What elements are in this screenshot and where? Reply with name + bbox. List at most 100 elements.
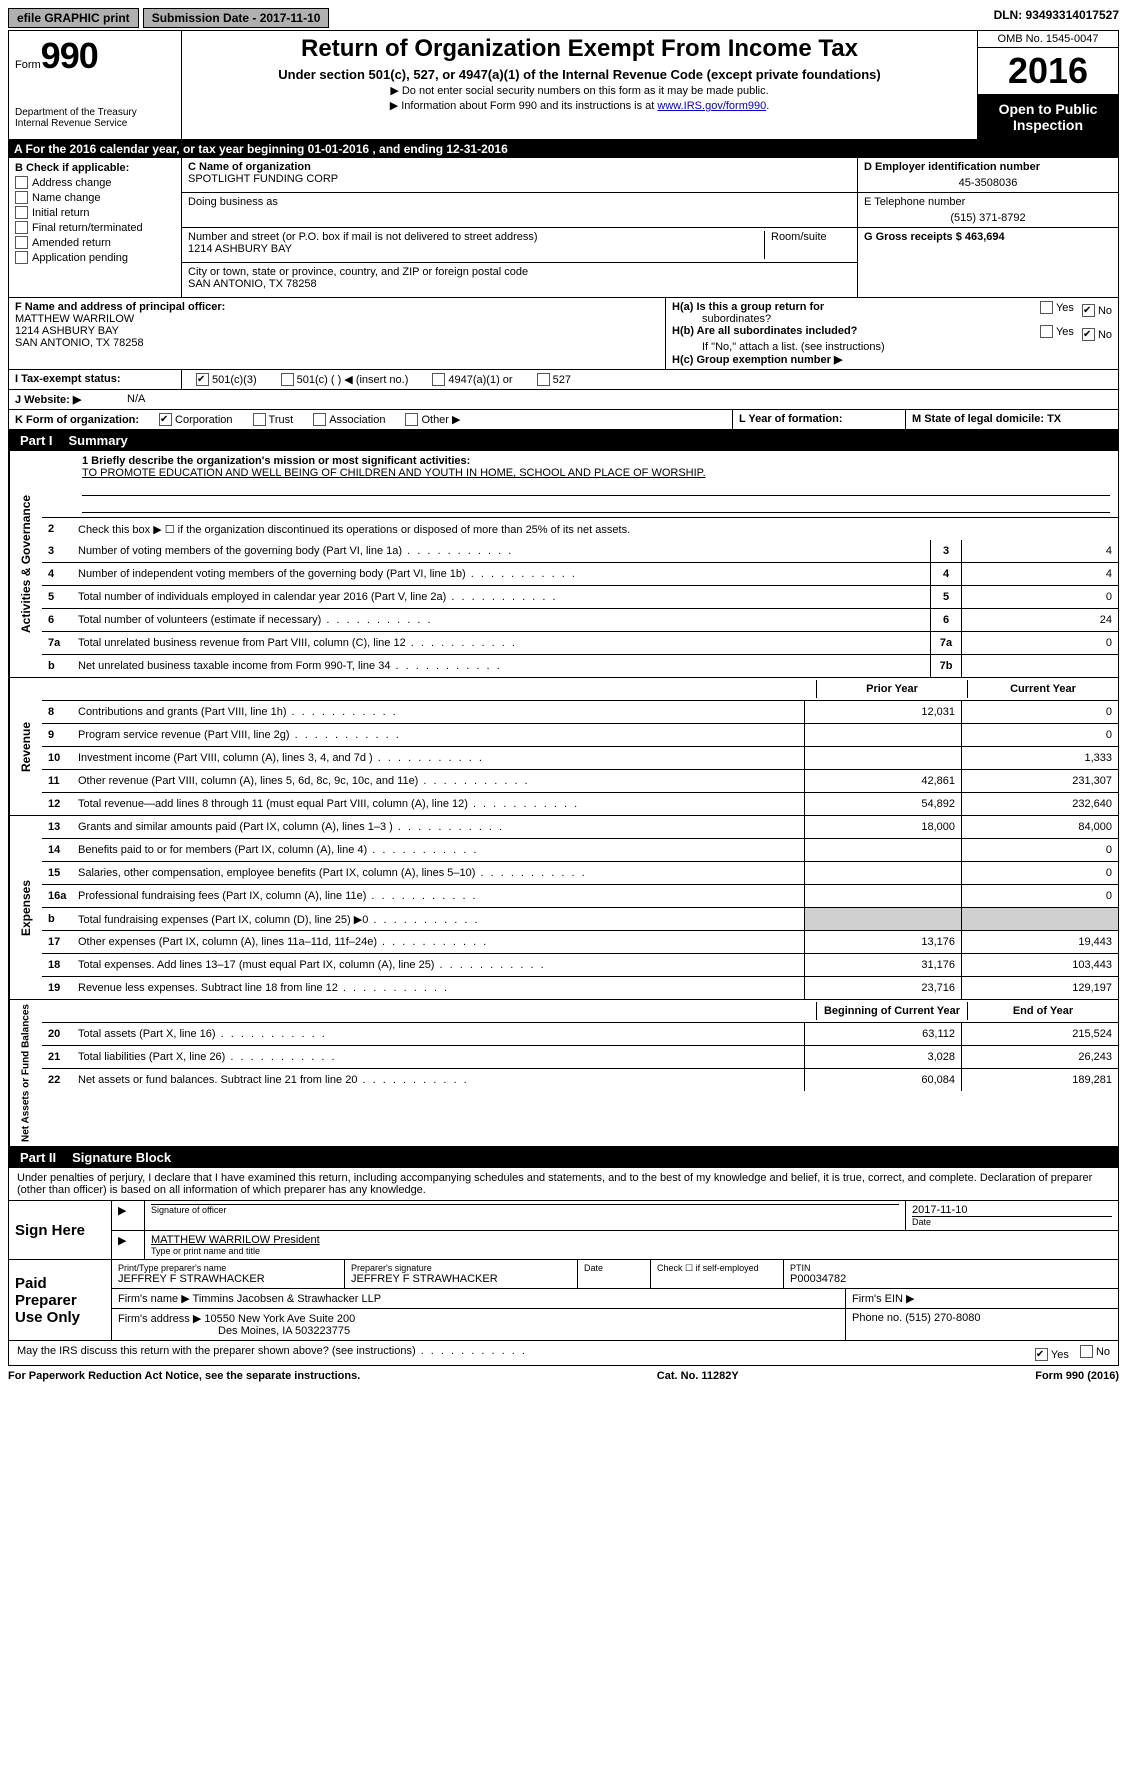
- ha-yes-check[interactable]: [1040, 301, 1053, 314]
- summary-row: 3Number of voting members of the governi…: [42, 540, 1118, 563]
- b-option[interactable]: Final return/terminated: [15, 221, 175, 234]
- ha-label: H(a) Is this a group return for: [672, 301, 824, 313]
- ha-no-check[interactable]: [1082, 304, 1095, 317]
- section-bcd: B Check if applicable: Address changeNam…: [8, 158, 1119, 298]
- form-note-1: ▶ Do not enter social security numbers o…: [192, 84, 967, 97]
- hb-no-check[interactable]: [1082, 328, 1095, 341]
- dept-treasury: Department of the Treasury: [15, 107, 175, 118]
- public-inspection: Open to Public Inspection: [978, 95, 1118, 139]
- tax-year: 2016: [978, 48, 1118, 95]
- perjury-statement: Under penalties of perjury, I declare th…: [9, 1168, 1118, 1201]
- b-option[interactable]: Application pending: [15, 251, 175, 264]
- line1-label: 1 Briefly describe the organization's mi…: [82, 455, 1110, 467]
- prep-date-label: Date: [578, 1260, 651, 1288]
- line2-num: 2: [42, 523, 78, 535]
- hc-label: H(c) Group exemption number ▶: [672, 353, 1112, 366]
- ein-value: 45-3508036: [864, 177, 1112, 189]
- prior-year-header: Prior Year: [816, 680, 967, 698]
- summary-row: 17Other expenses (Part IX, column (A), l…: [42, 931, 1118, 954]
- line2-text: Check this box ▶ ☐ if the organization d…: [78, 523, 1118, 536]
- expenses-section: Expenses 13Grants and similar amounts pa…: [8, 816, 1119, 1000]
- omb-number: OMB No. 1545-0047: [978, 31, 1118, 48]
- hb-yes-check[interactable]: [1040, 325, 1053, 338]
- summary-row: 19Revenue less expenses. Subtract line 1…: [42, 977, 1118, 999]
- officer-city: SAN ANTONIO, TX 78258: [15, 337, 659, 349]
- year-block: OMB No. 1545-0047 2016 Open to Public In…: [978, 31, 1118, 139]
- hb-label: H(b) Are all subordinates included?: [672, 325, 857, 341]
- f-label: F Name and address of principal officer:: [15, 301, 659, 313]
- footer-left: For Paperwork Reduction Act Notice, see …: [8, 1370, 360, 1382]
- page-footer: For Paperwork Reduction Act Notice, see …: [8, 1366, 1119, 1382]
- firm-ein-label: Firm's EIN ▶: [846, 1289, 1118, 1308]
- firm-addr1: 10550 New York Ave Suite 200: [204, 1313, 355, 1325]
- m-label: M State of legal domicile: TX: [906, 410, 1118, 429]
- paid-preparer-label: Paid Preparer Use Only: [9, 1260, 112, 1340]
- firm-name: Timmins Jacobsen & Strawhacker LLP: [193, 1293, 382, 1305]
- summary-row: 11Other revenue (Part VIII, column (A), …: [42, 770, 1118, 793]
- city-label: City or town, state or province, country…: [188, 266, 851, 278]
- discuss-yes-check[interactable]: [1035, 1348, 1048, 1361]
- l-label: L Year of formation:: [733, 410, 906, 429]
- b-option[interactable]: Address change: [15, 176, 175, 189]
- i-4947-check[interactable]: [432, 373, 445, 386]
- firm-addr2: Des Moines, IA 503223775: [218, 1325, 350, 1337]
- dba-box: Doing business as: [182, 193, 857, 228]
- ptin-value: P00034782: [790, 1273, 1112, 1285]
- i-501c-check[interactable]: [281, 373, 294, 386]
- begin-year-header: Beginning of Current Year: [816, 1002, 967, 1020]
- k-other-check[interactable]: [405, 413, 418, 426]
- street-box: Number and street (or P.O. box if mail i…: [182, 228, 857, 263]
- officer-street: 1214 ASHBURY BAY: [15, 325, 659, 337]
- prep-name: JEFFREY F STRAWHACKER: [118, 1273, 338, 1285]
- k-corp-check[interactable]: [159, 413, 172, 426]
- column-f: F Name and address of principal officer:…: [9, 298, 666, 369]
- net-col-header: Beginning of Current Year End of Year: [42, 1000, 1118, 1023]
- netassets-side-label: Net Assets or Fund Balances: [9, 1000, 42, 1146]
- b-option[interactable]: Amended return: [15, 236, 175, 249]
- officer-sig-label: Signature of officer: [151, 1204, 899, 1215]
- row-j: J Website: ▶ N/A: [8, 390, 1119, 410]
- form-subtitle: Under section 501(c), 527, or 4947(a)(1)…: [192, 67, 967, 82]
- k-trust-check[interactable]: [253, 413, 266, 426]
- part1-header: Part I Summary: [8, 430, 1119, 451]
- b-option[interactable]: Initial return: [15, 206, 175, 219]
- city-box: City or town, state or province, country…: [182, 263, 857, 297]
- sign-here-label: Sign Here: [9, 1201, 112, 1259]
- line1-value: TO PROMOTE EDUCATION AND WELL BEING OF C…: [82, 467, 1110, 479]
- efile-button[interactable]: efile GRAPHIC print: [8, 8, 139, 28]
- summary-row: 7aTotal unrelated business revenue from …: [42, 632, 1118, 655]
- dept-irs: Internal Revenue Service: [15, 118, 175, 129]
- room-label: Room/suite: [765, 231, 851, 259]
- part1-title: Summary: [69, 433, 128, 448]
- summary-row: 9Program service revenue (Part VIII, lin…: [42, 724, 1118, 747]
- discuss-no: No: [1096, 1346, 1110, 1358]
- submission-button[interactable]: Submission Date - 2017-11-10: [143, 8, 330, 28]
- revenue-section: Revenue Prior Year Current Year 8Contrib…: [8, 678, 1119, 816]
- section-fh: F Name and address of principal officer:…: [8, 298, 1119, 370]
- rev-col-header: Prior Year Current Year: [42, 678, 1118, 701]
- signature-section: Under penalties of perjury, I declare th…: [8, 1168, 1119, 1366]
- row-i: I Tax-exempt status: 501(c)(3) 501(c) ( …: [8, 370, 1119, 390]
- i-opt2: 501(c) ( ) ◀ (insert no.): [297, 373, 409, 386]
- b-option[interactable]: Name change: [15, 191, 175, 204]
- k-assoc-check[interactable]: [313, 413, 326, 426]
- i-501c3-check[interactable]: [196, 373, 209, 386]
- ein-box: D Employer identification number 45-3508…: [858, 158, 1118, 193]
- i-527-check[interactable]: [537, 373, 550, 386]
- summary-row: 21Total liabilities (Part X, line 26)3,0…: [42, 1046, 1118, 1069]
- irs-link[interactable]: www.IRS.gov/form990: [657, 100, 766, 112]
- prep-sig: JEFFREY F STRAWHACKER: [351, 1273, 571, 1285]
- k-opt3: Association: [329, 414, 385, 426]
- expenses-side-label: Expenses: [9, 816, 42, 999]
- footer-mid: Cat. No. 11282Y: [657, 1370, 739, 1382]
- org-name: SPOTLIGHT FUNDING CORP: [188, 173, 851, 185]
- part1-label: Part I: [16, 433, 57, 448]
- hb-note: If "No," attach a list. (see instruction…: [702, 341, 1112, 353]
- governance-section: Activities & Governance 1 Briefly descri…: [8, 451, 1119, 678]
- top-bar: efile GRAPHIC print Submission Date - 20…: [8, 8, 1119, 28]
- officer-print-label: Type or print name and title: [151, 1246, 1112, 1256]
- row-a-tax-year: A For the 2016 calendar year, or tax yea…: [8, 140, 1119, 158]
- prep-name-label: Print/Type preparer's name: [118, 1263, 338, 1273]
- officer-print-name: MATTHEW WARRILOW President: [151, 1234, 1112, 1246]
- discuss-no-check[interactable]: [1080, 1345, 1093, 1358]
